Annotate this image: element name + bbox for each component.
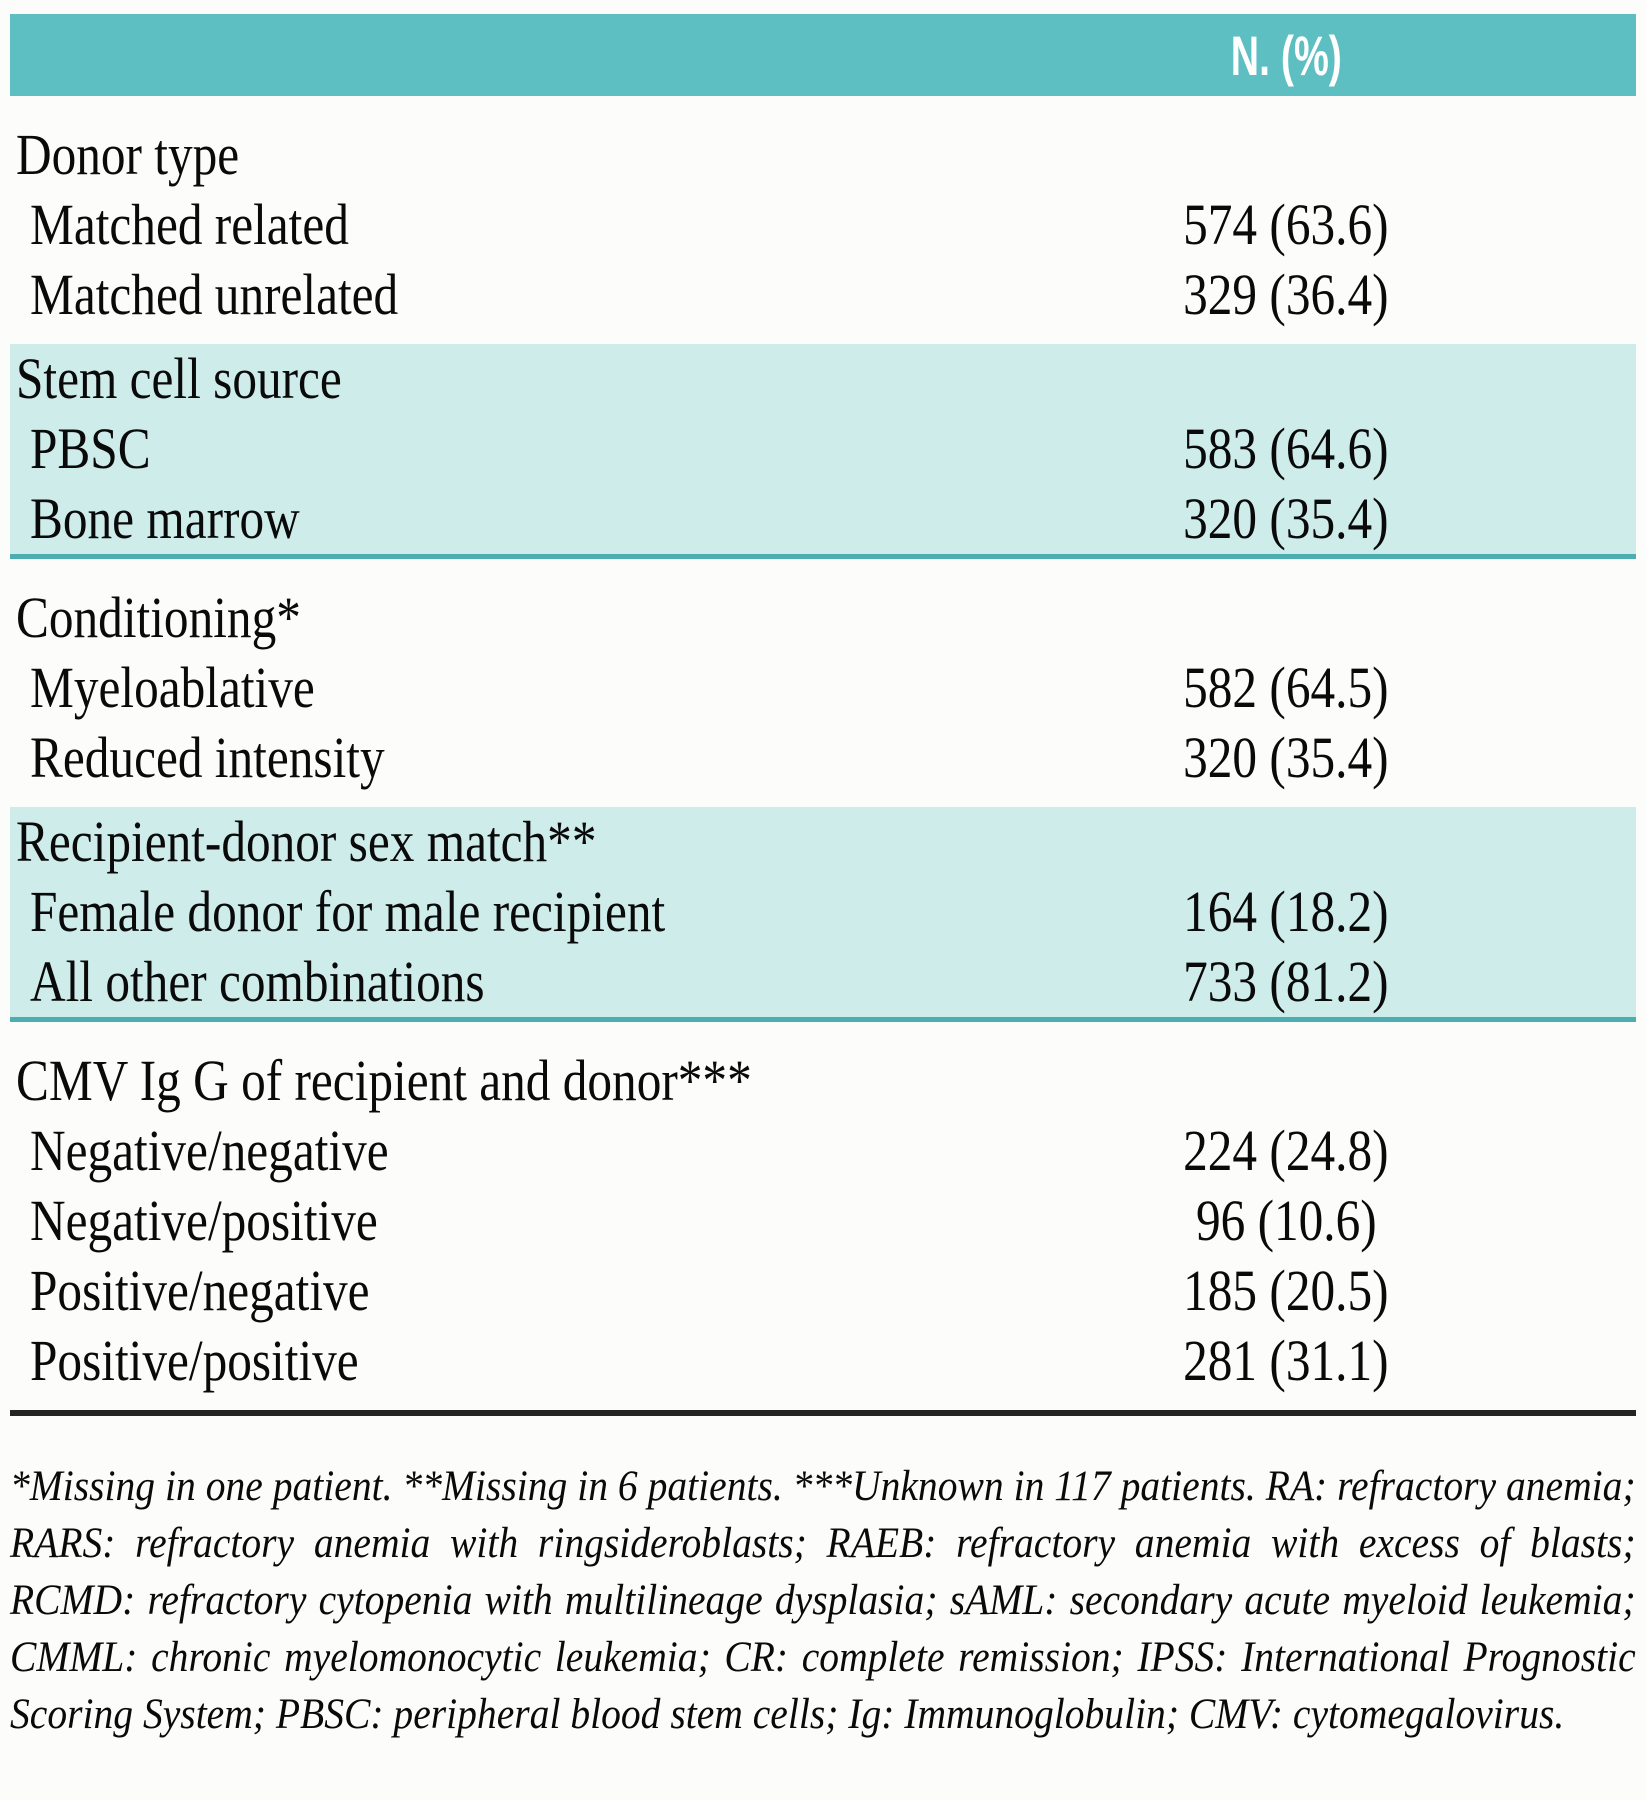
row-label: Negative/positive	[30, 1188, 378, 1253]
section-rows: Female donor for male recipient 164 (18.…	[10, 877, 1636, 1017]
section-rows: PBSC 583 (64.6) Bone marrow 320 (35.4)	[10, 414, 1636, 554]
row-value: 583 (64.6)	[1183, 416, 1389, 481]
category-row: Donor type	[10, 120, 1636, 190]
row-value: 582 (64.5)	[1183, 655, 1389, 720]
table-row: Reduced intensity 320 (35.4)	[10, 723, 1636, 793]
table-section: Recipient-donor sex match** Female donor…	[10, 807, 1636, 1022]
row-value: 224 (24.8)	[1183, 1118, 1389, 1183]
row-label: Positive/positive	[30, 1328, 359, 1393]
section-rows: Myeloablative 582 (64.5) Reduced intensi…	[10, 653, 1636, 793]
row-label: Reduced intensity	[30, 725, 385, 790]
table-row: Female donor for male recipient 164 (18.…	[10, 877, 1636, 947]
category-label: Conditioning*	[16, 585, 301, 650]
table-row: PBSC 583 (64.6)	[10, 414, 1636, 484]
row-value: 329 (36.4)	[1183, 262, 1389, 327]
patient-characteristics-table: N. (%) Donor type Matched related 574 (6…	[10, 14, 1636, 1410]
table-row: Negative/positive 96 (10.6)	[10, 1186, 1636, 1256]
table-row: Positive/positive 281 (31.1)	[10, 1326, 1636, 1396]
row-label: Matched related	[30, 192, 349, 257]
table-section: CMV Ig G of recipient and donor*** Negat…	[10, 1022, 1636, 1410]
table-section: Conditioning* Myeloablative 582 (64.5) R…	[10, 559, 1636, 807]
row-value: 733 (81.2)	[1183, 949, 1389, 1014]
table-bottom-rule	[10, 1410, 1636, 1416]
row-value: 574 (63.6)	[1183, 192, 1389, 257]
section-rows: Matched related 574 (63.6) Matched unrel…	[10, 190, 1636, 330]
row-label: PBSC	[30, 416, 151, 481]
row-value: 185 (20.5)	[1183, 1258, 1389, 1323]
row-label: Positive/negative	[30, 1258, 370, 1323]
n-percent-column-header: N. (%)	[1066, 23, 1506, 88]
row-value: 320 (35.4)	[1183, 486, 1389, 551]
category-row: Recipient-donor sex match**	[10, 807, 1636, 877]
row-label: Female donor for male recipient	[30, 879, 666, 944]
row-value: 281 (31.1)	[1183, 1328, 1389, 1393]
footnote: *Missing in one patient. **Missing in 6 …	[10, 1458, 1636, 1743]
category-label: CMV Ig G of recipient and donor***	[16, 1048, 752, 1113]
row-label: Negative/negative	[30, 1118, 389, 1183]
section-rows: Negative/negative 224 (24.8) Negative/po…	[10, 1116, 1636, 1396]
category-row: Conditioning*	[10, 583, 1636, 653]
table-section: Donor type Matched related 574 (63.6) Ma…	[10, 96, 1636, 344]
table-body: Donor type Matched related 574 (63.6) Ma…	[10, 96, 1636, 1410]
row-label: Bone marrow	[30, 486, 300, 551]
table-row: Myeloablative 582 (64.5)	[10, 653, 1636, 723]
category-label: Donor type	[16, 122, 240, 187]
category-row: Stem cell source	[10, 344, 1636, 414]
row-value: 164 (18.2)	[1183, 879, 1389, 944]
category-label: Recipient-donor sex match**	[16, 809, 597, 874]
category-row: CMV Ig G of recipient and donor***	[10, 1046, 1636, 1116]
row-value: 320 (35.4)	[1183, 725, 1389, 790]
table-row: Negative/negative 224 (24.8)	[10, 1116, 1636, 1186]
footnote-text: *Missing in one patient. **Missing in 6 …	[10, 1463, 1636, 1738]
table-row: Positive/negative 185 (20.5)	[10, 1256, 1636, 1326]
table-row: Matched unrelated 329 (36.4)	[10, 260, 1636, 330]
table-row: All other combinations 733 (81.2)	[10, 947, 1636, 1017]
row-label: All other combinations	[30, 949, 485, 1014]
category-label: Stem cell source	[16, 346, 342, 411]
table-header-row: N. (%)	[10, 14, 1636, 96]
table-section: Stem cell source PBSC 583 (64.6) Bone ma…	[10, 344, 1636, 559]
n-percent-header-label: N. (%)	[1230, 23, 1342, 87]
row-label: Matched unrelated	[30, 262, 399, 327]
table-row: Bone marrow 320 (35.4)	[10, 484, 1636, 554]
row-label: Myeloablative	[30, 655, 315, 720]
row-value: 96 (10.6)	[1195, 1188, 1377, 1253]
table-row: Matched related 574 (63.6)	[10, 190, 1636, 260]
